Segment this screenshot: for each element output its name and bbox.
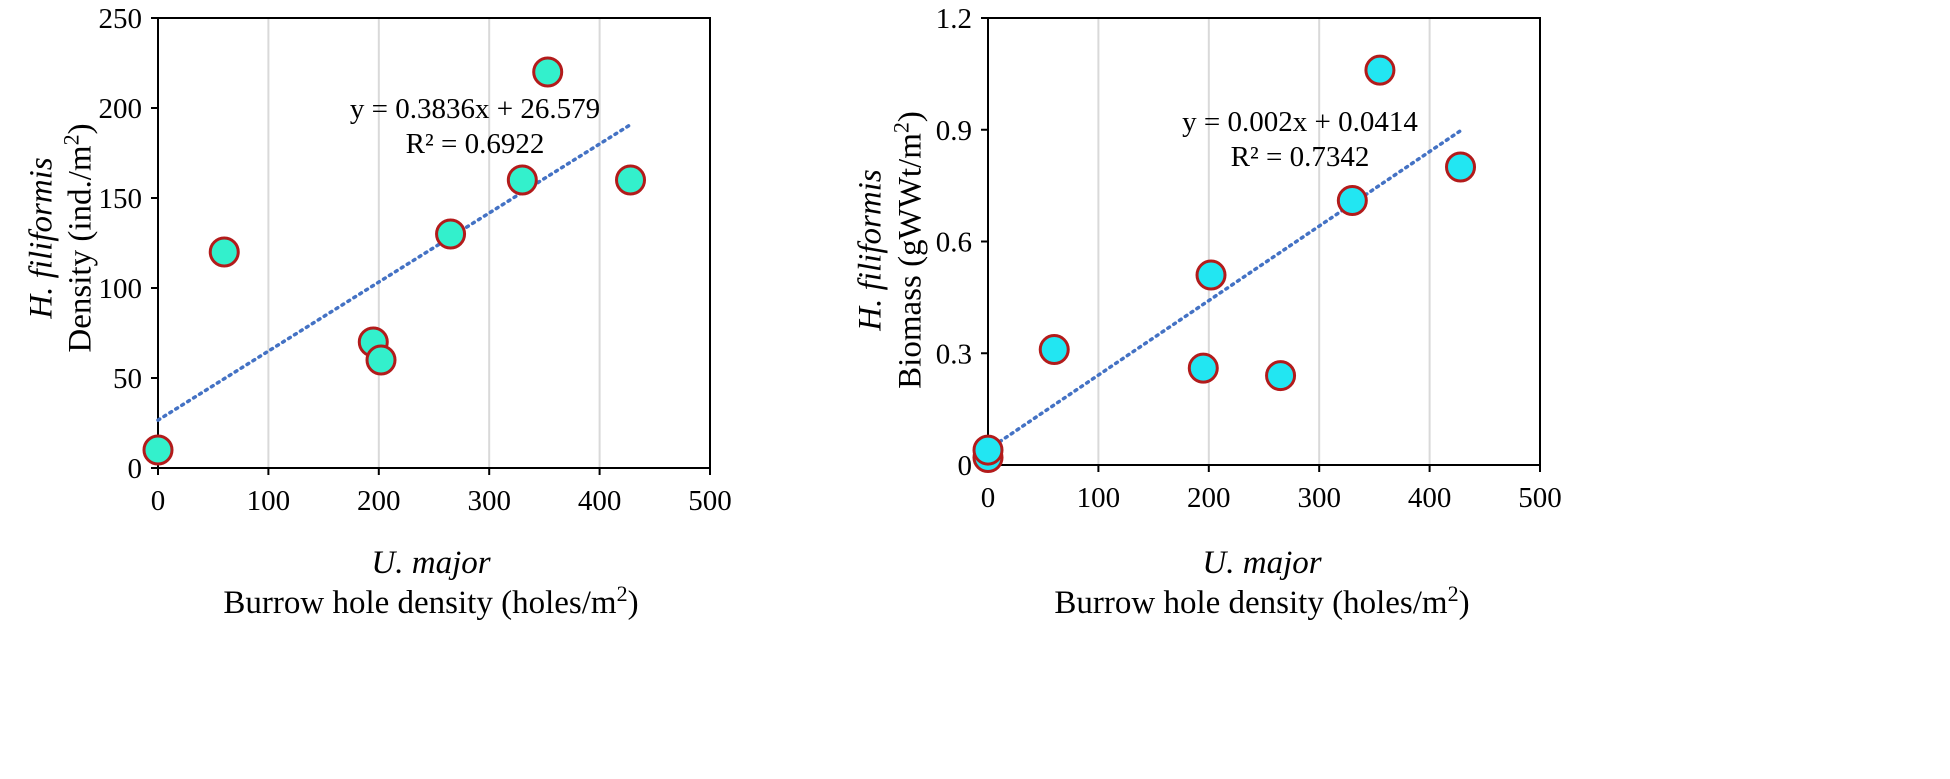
y-axis-species-label: H. filiformis (853, 169, 889, 331)
trend-equation: y = 0.3836x + 26.579 (350, 93, 600, 125)
y-tick-label: 200 (99, 93, 143, 125)
x-tick-label: 400 (1408, 482, 1452, 514)
y-tick-label: 0 (958, 450, 973, 482)
x-tick-label: 100 (1077, 482, 1121, 514)
plot-frame (987, 17, 1541, 466)
x-tick-label: 500 (688, 485, 732, 517)
data-point (615, 164, 647, 196)
x-tick-label: 100 (247, 485, 291, 517)
x-tick-label: 200 (1187, 482, 1231, 514)
trend-equation: y = 0.002x + 0.0414 (1182, 106, 1418, 138)
data-point (1038, 334, 1070, 366)
y-tick-label: 0.3 (936, 338, 972, 370)
data-point (435, 218, 467, 250)
trendline (156, 122, 633, 422)
data-point (1265, 360, 1297, 392)
x-tick-label: 0 (151, 485, 166, 517)
y-tick-label: 250 (99, 3, 143, 35)
data-point (1187, 352, 1219, 384)
data-point (1336, 185, 1368, 217)
x-axis-species-label: U. major (371, 545, 490, 581)
x-tick-label: 400 (578, 485, 622, 517)
data-point (506, 164, 538, 196)
y-tick-label: 150 (99, 183, 143, 215)
data-point (532, 56, 564, 88)
x-tick-label: 200 (357, 485, 401, 517)
data-point (1364, 54, 1396, 86)
trendline (986, 128, 1463, 452)
y-axis-species-label: H. filiformis (24, 157, 60, 319)
r-squared-label: R² = 0.7342 (1231, 141, 1370, 173)
data-point (142, 434, 174, 466)
data-point (972, 434, 1004, 466)
y-axis-label: Density (ind./m2) (58, 123, 98, 352)
data-point (365, 344, 397, 376)
x-tick-label: 0 (981, 482, 996, 514)
x-tick-label: 300 (467, 485, 511, 517)
data-point (1195, 259, 1227, 291)
y-axis-label: Biomass (gWWt/m2) (888, 111, 929, 389)
y-tick-label: 0.9 (936, 115, 972, 147)
data-point (1445, 151, 1477, 183)
y-tick-label: 50 (113, 363, 142, 395)
x-axis-species-label: U. major (1202, 545, 1321, 581)
y-tick-label: 1.2 (936, 3, 972, 35)
y-tick-label: 0 (128, 453, 143, 485)
x-tick-label: 500 (1518, 482, 1562, 514)
x-axis-label: Burrow hole density (holes/m2) (223, 581, 638, 622)
x-tick-label: 300 (1297, 482, 1341, 514)
x-axis-label: Burrow hole density (holes/m2) (1054, 581, 1469, 622)
chart-panel-1: 0 100 200 300 400 500 0 50 100 150 200 250 y = 0.383… (24, 3, 732, 621)
r-squared-label: R² = 0.6922 (406, 128, 545, 160)
y-tick-label: 100 (99, 273, 143, 305)
chart-panel-2: 0 100 200 300 400 500 0 0.3 0.6 0.9 1.2 y = 0.002x … (853, 3, 1562, 621)
y-tick-label: 0.6 (936, 227, 972, 259)
data-point (208, 236, 240, 268)
plot-frame (157, 17, 711, 469)
